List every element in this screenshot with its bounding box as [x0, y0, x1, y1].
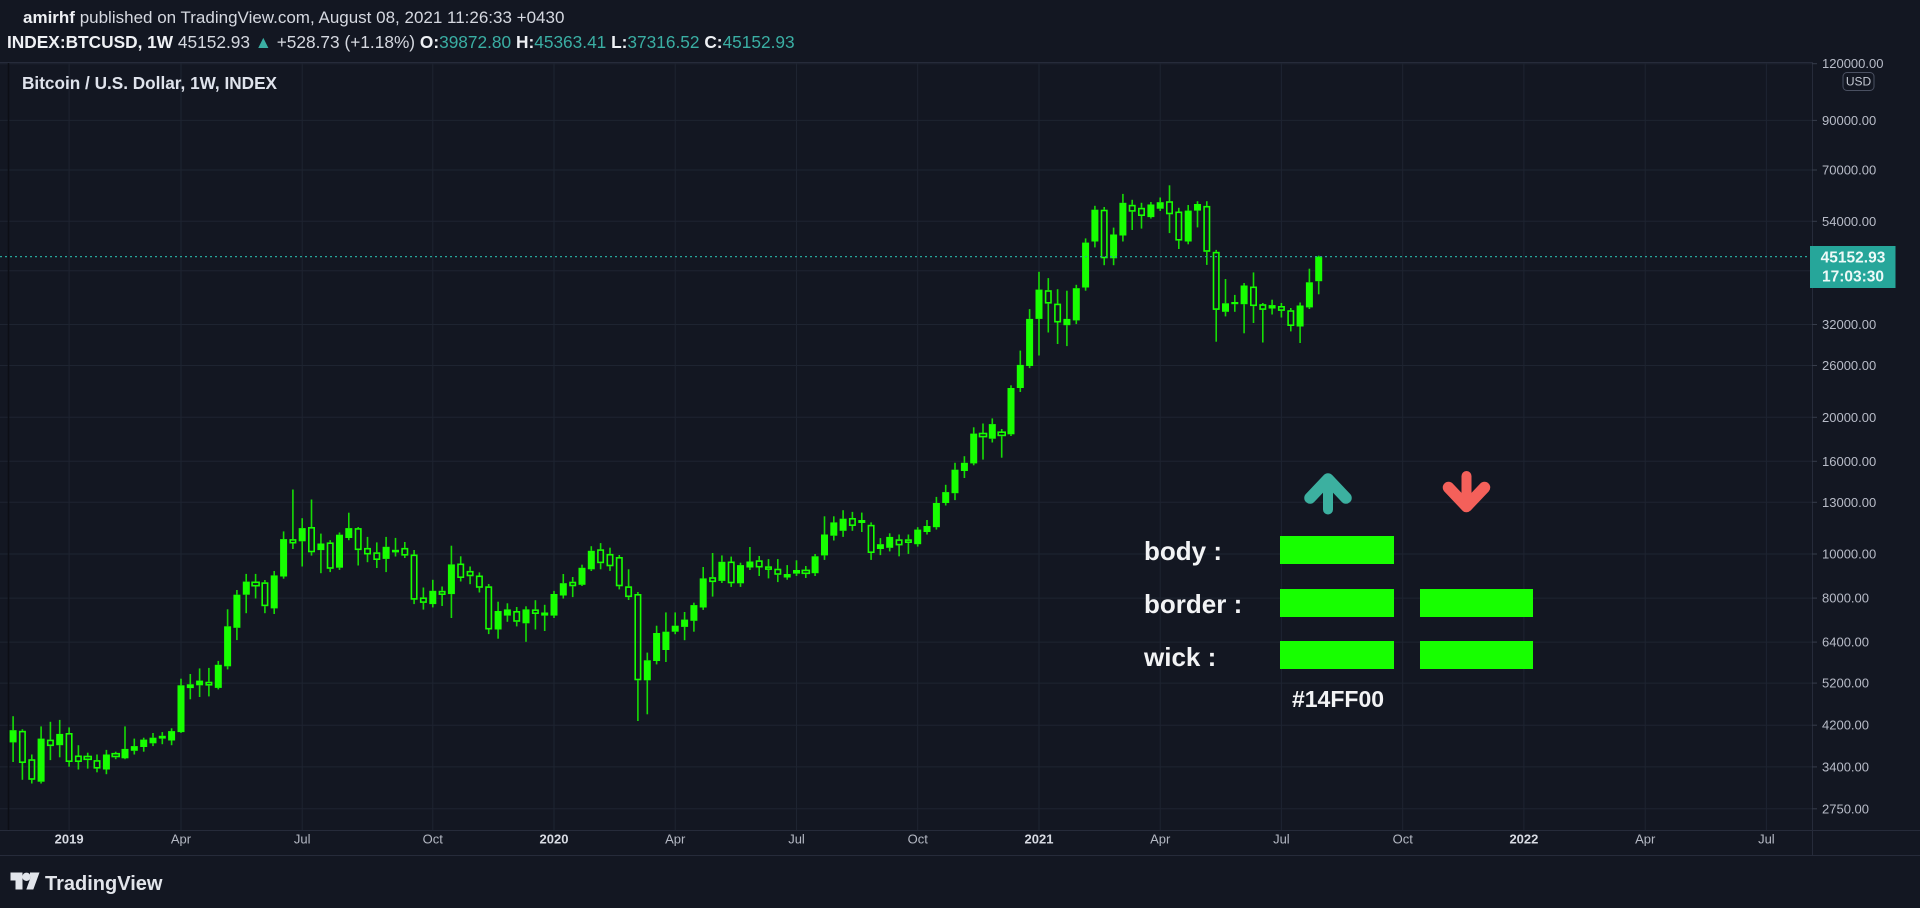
svg-text:Jul: Jul — [788, 832, 805, 847]
svg-text:54000.00: 54000.00 — [1822, 214, 1876, 229]
svg-text:Oct: Oct — [908, 832, 929, 847]
svg-text:20000.00: 20000.00 — [1822, 410, 1876, 425]
svg-text:90000.00: 90000.00 — [1822, 113, 1876, 128]
svg-text:6400.00: 6400.00 — [1822, 635, 1869, 650]
svg-text:2019: 2019 — [55, 832, 84, 847]
svg-text:70000.00: 70000.00 — [1822, 163, 1876, 178]
svg-text:Jul: Jul — [1273, 832, 1290, 847]
svg-text:16000.00: 16000.00 — [1822, 454, 1876, 469]
svg-text:17:03:30: 17:03:30 — [1822, 269, 1884, 286]
svg-text:5200.00: 5200.00 — [1822, 676, 1869, 691]
svg-text:32000.00: 32000.00 — [1822, 317, 1876, 332]
svg-text:8000.00: 8000.00 — [1822, 591, 1869, 606]
svg-text:amirhf published on TradingVie: amirhf published on TradingView.com, Aug… — [23, 8, 564, 27]
svg-text:body :: body : — [1144, 536, 1222, 566]
svg-text:#14FF00: #14FF00 — [1292, 686, 1384, 712]
svg-text:wick :: wick : — [1143, 642, 1216, 672]
svg-text:Jul: Jul — [1758, 832, 1775, 847]
svg-text:26000.00: 26000.00 — [1822, 358, 1876, 373]
svg-text:INDEX:BTCUSD, 1W 45152.93 ▲ +5: INDEX:BTCUSD, 1W 45152.93 ▲ +528.73 (+1.… — [7, 32, 795, 52]
svg-text:Apr: Apr — [665, 832, 686, 847]
svg-text:Oct: Oct — [423, 832, 444, 847]
svg-text:border :: border : — [1144, 589, 1242, 619]
svg-text:2022: 2022 — [1509, 832, 1538, 847]
svg-text:3400.00: 3400.00 — [1822, 759, 1869, 774]
svg-text:4200.00: 4200.00 — [1822, 718, 1869, 733]
svg-text:Jul: Jul — [294, 832, 311, 847]
svg-text:Bitcoin / U.S. Dollar, 1W, IND: Bitcoin / U.S. Dollar, 1W, INDEX — [22, 73, 278, 93]
svg-text:45152.93: 45152.93 — [1821, 250, 1886, 267]
svg-text:2020: 2020 — [540, 832, 569, 847]
svg-text:Oct: Oct — [1393, 832, 1414, 847]
svg-text:TradingView: TradingView — [45, 873, 163, 895]
svg-text:USD: USD — [1846, 75, 1872, 89]
svg-text:2021: 2021 — [1025, 832, 1054, 847]
svg-text:120000.00: 120000.00 — [1822, 56, 1883, 71]
svg-text:Apr: Apr — [1635, 832, 1656, 847]
svg-text:2750.00: 2750.00 — [1822, 801, 1869, 816]
svg-text:13000.00: 13000.00 — [1822, 495, 1876, 510]
svg-text:10000.00: 10000.00 — [1822, 547, 1876, 562]
svg-text:Apr: Apr — [1150, 832, 1171, 847]
svg-text:Apr: Apr — [171, 832, 192, 847]
